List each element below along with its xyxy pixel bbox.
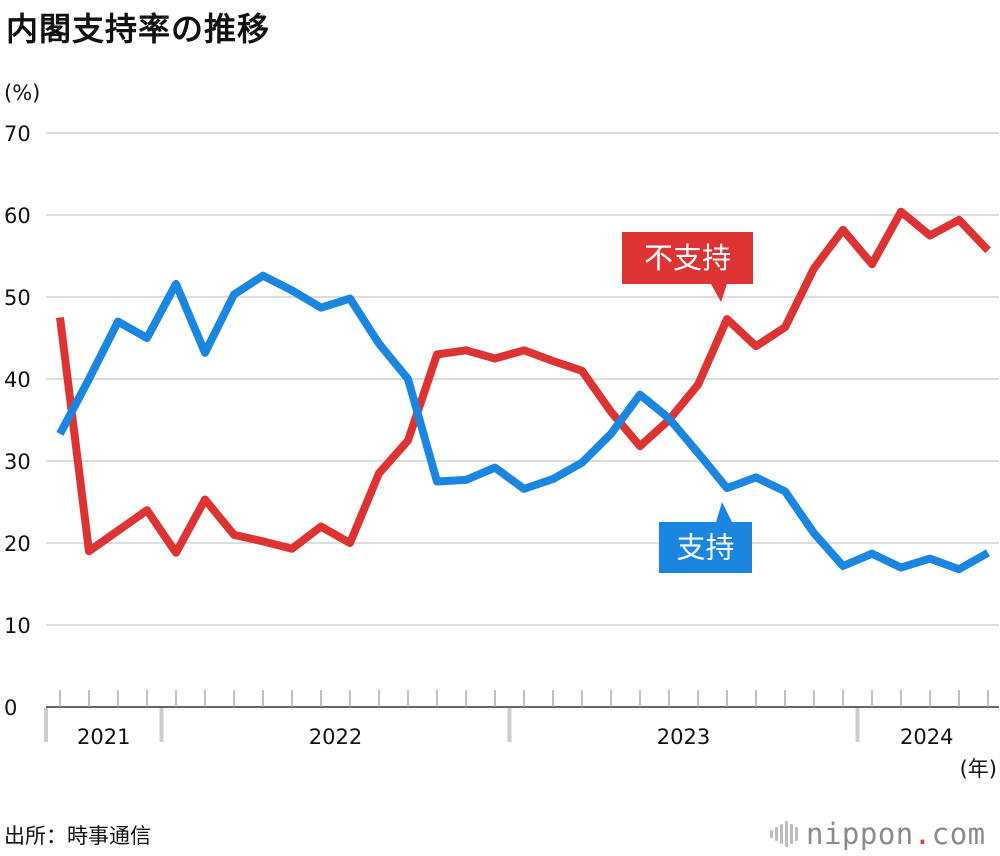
y-axis-unit-label: (%): [4, 81, 40, 105]
callout-nonsupport: 不支持: [622, 232, 753, 302]
source-credit: 出所：時事通信: [4, 824, 151, 848]
year-label-2024: 2024: [900, 725, 953, 749]
logo-tld: com: [931, 817, 986, 851]
y-tick-label-70: 70: [4, 122, 31, 146]
y-tick-label-30: 30: [4, 450, 31, 474]
callout-box-support: [659, 522, 752, 573]
y-tick-label-50: 50: [4, 286, 31, 310]
x-axis-unit-label: (年): [960, 757, 997, 781]
year-label-2021: 2021: [77, 725, 130, 749]
series-line-support: [56, 271, 990, 574]
logo-name: nippon: [806, 817, 914, 851]
y-tick-label-40: 40: [4, 368, 31, 392]
series-line-nonsupport: [56, 207, 991, 557]
logo-bars-icon: [770, 821, 798, 847]
callout-label-nonsupport: 不支持: [644, 241, 731, 275]
callout-pointer-nonsupport: [711, 284, 727, 302]
logo-dot: .: [913, 817, 932, 851]
y-tick-label-20: 20: [4, 532, 31, 556]
nippon-logo: nippon.com: [770, 816, 986, 852]
grid-lines: [46, 132, 999, 626]
callout-support: 支持: [659, 502, 752, 573]
x-axis: 2021 2022 2023 2024: [44, 690, 999, 749]
year-label-2022: 2022: [309, 725, 362, 749]
y-tick-label-0: 0: [4, 696, 17, 720]
y-tick-label-10: 10: [4, 614, 31, 638]
callout-box-nonsupport: [622, 232, 753, 284]
series-lines: [56, 207, 991, 574]
callout-label-support: 支持: [676, 531, 734, 565]
y-axis-ticks: 0 10 20 30 40 50 60 70: [4, 122, 31, 720]
callout-pointer-support: [716, 502, 732, 522]
chart-title: 内閣支持率の推移: [6, 10, 271, 48]
logo-wordmark: nippon.com: [806, 817, 986, 851]
year-label-2023: 2023: [657, 725, 710, 749]
y-tick-label-60: 60: [4, 204, 31, 228]
